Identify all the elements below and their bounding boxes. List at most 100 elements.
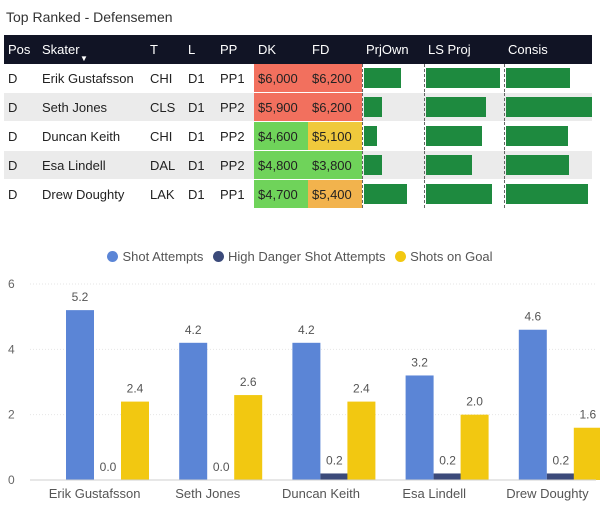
table-row[interactable]: D Seth Jones CLS D1 PP2 $5,900 $6,200 — [4, 92, 592, 122]
cell-prjown — [361, 64, 424, 93]
shots-bar-chart: 0 2 4 6 5.2 0.0 2.4 Erik Gustafsson 4.2 0.0 2.6 Set… — [8, 277, 600, 501]
x-category-label: Drew Doughty — [506, 486, 589, 501]
prjown-bar — [363, 68, 401, 88]
col-header-consis[interactable]: Consis — [504, 35, 592, 64]
cell-team: LAK — [146, 179, 184, 209]
cell-team: DAL — [146, 150, 184, 180]
legend-item-shot-attempts[interactable]: Shot Attempts — [107, 249, 203, 264]
consis-bar — [505, 97, 592, 117]
cell-fd-salary: $6,200 — [308, 64, 362, 93]
cell-skater: Drew Doughty — [38, 179, 146, 209]
col-header-lsproj[interactable]: LS Proj — [424, 35, 504, 64]
cell-pp: PP2 — [216, 92, 254, 122]
bar-0-0 — [66, 310, 94, 480]
legend-dot-icon — [395, 251, 407, 262]
bar-0-1 — [179, 342, 208, 480]
legend-label: Shots on Goal — [410, 249, 493, 264]
legend-dot-icon — [107, 251, 119, 262]
cell-prjown — [361, 92, 424, 122]
cell-lsproj — [423, 92, 504, 122]
cell-pos: D — [4, 179, 38, 209]
data-label: 0.2 — [439, 453, 456, 467]
cell-pos: D — [4, 121, 38, 151]
cell-team: CHI — [146, 64, 184, 93]
data-label: 4.6 — [524, 310, 541, 324]
prjown-bar — [363, 184, 407, 204]
cell-consis — [503, 150, 592, 180]
cell-team: CHI — [146, 121, 184, 151]
cell-fd-salary: $5,100 — [308, 121, 362, 151]
cell-line: D1 — [184, 179, 216, 209]
cell-consis — [503, 64, 592, 93]
legend-label: Shot Attempts — [122, 249, 204, 264]
col-header-fd[interactable]: FD — [308, 35, 362, 64]
data-label: 3.2 — [411, 355, 428, 369]
prjown-bar — [363, 155, 382, 175]
chart-legend: Shot Attempts High Danger Shot Attempts … — [0, 249, 600, 264]
cell-line: D1 — [184, 121, 216, 151]
bar-2-3 — [460, 414, 489, 480]
col-header-dk[interactable]: DK — [254, 35, 308, 64]
cell-dk-salary: $6,000 — [254, 64, 308, 93]
bar-2-1 — [234, 395, 263, 480]
legend-label: High Danger Shot Attempts — [228, 249, 386, 264]
consis-bar — [505, 155, 569, 175]
cell-dk-salary: $4,800 — [254, 150, 308, 180]
cell-line: D1 — [184, 150, 216, 180]
data-label: 2.4 — [353, 382, 370, 396]
col-header-pp[interactable]: PP — [216, 35, 254, 64]
sort-descending-icon: ▼ — [80, 54, 88, 63]
legend-item-high-danger[interactable]: High Danger Shot Attempts — [213, 249, 386, 264]
table-row[interactable]: D Esa Lindell DAL D1 PP2 $4,800 $3,800 — [4, 150, 592, 180]
defensemen-table: Pos Skater ▼ T L PP DK FD PrjOwn LS Proj … — [4, 35, 592, 209]
table-row[interactable]: D Drew Doughty LAK D1 PP1 $4,700 $5,400 — [4, 179, 592, 209]
y-tick-label: 0 — [8, 473, 15, 487]
data-label: 0.0 — [213, 460, 230, 474]
bar-0-4 — [518, 329, 547, 480]
cell-consis — [503, 179, 592, 209]
prjown-bar — [363, 126, 377, 146]
y-tick-label: 4 — [8, 342, 15, 356]
col-header-skater-label: Skater — [42, 42, 80, 57]
legend-dot-icon — [213, 251, 224, 262]
col-header-pos[interactable]: Pos — [4, 35, 38, 64]
cell-lsproj — [423, 121, 504, 151]
cell-pos: D — [4, 64, 38, 93]
col-header-skater[interactable]: Skater ▼ — [38, 35, 146, 64]
table-row[interactable]: D Erik Gustafsson CHI D1 PP1 $6,000 $6,2… — [4, 64, 592, 93]
consis-bar — [505, 126, 568, 146]
cell-dk-salary: $5,900 — [254, 92, 308, 122]
lsproj-bar — [425, 68, 500, 88]
cell-dk-salary: $4,700 — [254, 179, 308, 209]
col-header-team[interactable]: T — [146, 35, 184, 64]
legend-item-shots-on-goal[interactable]: Shots on Goal — [395, 249, 493, 264]
table-row[interactable]: D Duncan Keith CHI D1 PP2 $4,600 $5,100 — [4, 121, 592, 151]
data-label: 1.6 — [579, 408, 596, 422]
report-title: Top Ranked - Defensemen — [6, 9, 173, 25]
cell-skater: Duncan Keith — [38, 121, 146, 151]
x-category-label: Seth Jones — [175, 486, 241, 501]
data-label: 5.2 — [72, 290, 89, 304]
x-category-label: Erik Gustafsson — [49, 486, 141, 501]
prjown-bar — [363, 97, 382, 117]
cell-team: CLS — [146, 92, 184, 122]
consis-bar — [505, 68, 571, 88]
col-header-prjown[interactable]: PrjOwn — [362, 35, 424, 64]
cell-consis — [503, 92, 592, 122]
cell-pos: D — [4, 92, 38, 122]
data-label: 0.2 — [326, 453, 343, 467]
cell-pp: PP1 — [216, 179, 254, 209]
lsproj-bar — [425, 97, 487, 117]
table-header-row: Pos Skater ▼ T L PP DK FD PrjOwn LS Proj … — [4, 35, 592, 64]
lsproj-bar — [425, 155, 473, 175]
data-label: 4.2 — [298, 323, 315, 337]
cell-skater: Erik Gustafsson — [38, 64, 146, 93]
data-label: 0.2 — [552, 453, 569, 467]
x-category-label: Duncan Keith — [282, 486, 360, 501]
lsproj-bar — [425, 184, 492, 204]
cell-prjown — [361, 121, 424, 151]
bar-2-4 — [573, 427, 600, 480]
cell-lsproj — [423, 179, 504, 209]
col-header-line[interactable]: L — [184, 35, 216, 64]
cell-line: D1 — [184, 64, 216, 93]
